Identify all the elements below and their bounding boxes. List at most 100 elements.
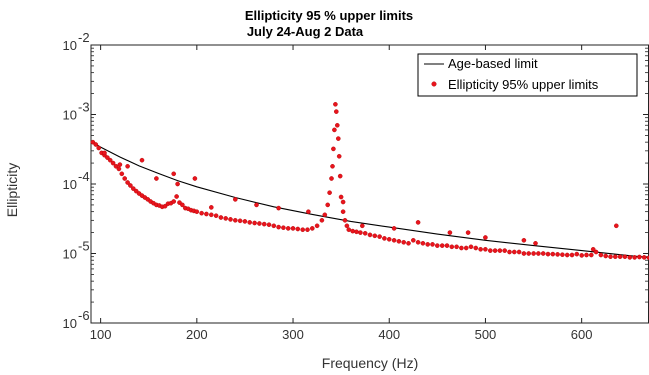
ellipticity-data-point: [459, 245, 464, 251]
ellipticity-data-point: [516, 249, 522, 255]
ellipticity-data-point: [350, 228, 356, 234]
ellipticity-data-point: [334, 123, 340, 128]
ellipticity-data-point: [254, 202, 259, 208]
ellipticity-data-point: [119, 171, 125, 177]
ellipticity-data-point: [330, 163, 335, 169]
ellipticity-data-point: [337, 173, 343, 179]
ellipticity-data-point: [105, 155, 110, 160]
ellipticity-data-point: [329, 176, 334, 181]
ellipticity-data-point: [637, 254, 642, 260]
ellipticity-data-point: [342, 217, 348, 223]
ellipticity-data-point: [314, 223, 320, 229]
y-tick-label-exponent: -4: [78, 169, 90, 184]
ellipticity-data-point: [614, 223, 619, 229]
y-axis-label: Ellipticity: [4, 163, 20, 217]
ellipticity-data-point: [122, 176, 127, 181]
ellipticity-data-point: [346, 227, 352, 232]
ellipticity-data-point: [545, 251, 551, 257]
ellipticity-data-point: [608, 254, 613, 260]
y-tick-label: 10: [63, 38, 77, 53]
y-tick-label-exponent: -5: [78, 239, 90, 254]
ellipticity-data-point: [327, 190, 332, 195]
ellipticity-data-point: [332, 127, 337, 133]
ellipticity-data-point: [117, 162, 123, 167]
ellipticity-data-point: [338, 194, 344, 200]
ellipticity-data-point: [171, 199, 176, 204]
ellipticity-data-point: [228, 217, 233, 222]
age-based-limit-line: [90, 140, 649, 258]
ellipticity-data-point: [454, 244, 459, 250]
ellipticity-data-point: [502, 248, 508, 253]
ellipticity-data-point: [478, 246, 483, 252]
ellipticity-data-point: [487, 248, 493, 253]
ellipticity-data-point: [125, 163, 130, 169]
ellipticity-data-point: [113, 163, 119, 169]
ellipticity-data-point: [354, 229, 359, 235]
ellipticity-data-point: [305, 227, 310, 232]
ellipticity-data-point: [199, 210, 204, 216]
ellipticity-data-point: [174, 194, 179, 199]
ellipticity-data-point: [154, 176, 159, 181]
ellipticity-data-point: [309, 226, 315, 231]
ellipticity-data-point: [208, 212, 214, 218]
ellipticity-data-point: [641, 255, 647, 260]
ellipticity-data-point: [340, 199, 346, 205]
ellipticity-data-point: [242, 219, 248, 224]
ellipticity-data-point: [430, 242, 435, 247]
ellipticity-data-point: [175, 181, 180, 187]
ellipticity-data-point: [646, 255, 649, 260]
ellipticity-data-point: [560, 252, 565, 257]
ellipticity-data-point: [410, 237, 416, 243]
ellipticity-data-point: [271, 223, 277, 229]
ellipticity-data-point: [507, 249, 512, 255]
ellipticity-data-point: [396, 238, 402, 244]
ellipticity-data-point: [617, 254, 623, 260]
ellipticity-data-point: [382, 236, 387, 241]
ellipticity-data-point: [247, 220, 252, 225]
ellipticity-data-point: [483, 246, 488, 252]
ellipticity-data-point: [194, 209, 200, 214]
ellipticity-data-point: [257, 221, 262, 226]
ellipticity-data-point: [584, 252, 589, 258]
ellipticity-data-point: [232, 197, 238, 202]
ellipticity-data-point: [372, 233, 378, 239]
ellipticity-data-point: [540, 251, 546, 256]
ellipticity-data-point: [512, 249, 517, 255]
ellipticity-data-point: [401, 239, 407, 245]
ellipticity-data-point: [492, 248, 498, 253]
ellipticity-data-point: [536, 251, 541, 256]
ellipticity-data-point: [590, 246, 596, 252]
ellipticity-data-point: [391, 237, 397, 243]
ellipticity-data-point: [358, 230, 363, 235]
ellipticity-data-point: [362, 230, 368, 236]
ellipticity-data-point: [192, 176, 198, 181]
ellipticity-data-point: [266, 222, 272, 227]
ellipticity-data-point: [589, 252, 594, 258]
ellipticity-data-point: [359, 223, 365, 229]
y-tick-label-exponent: -3: [78, 100, 90, 115]
x-tick-label: 100: [90, 327, 112, 342]
ellipticity-data-point: [285, 226, 291, 231]
y-tick-label: 10: [63, 316, 77, 331]
ellipticity-data-point: [93, 142, 99, 147]
x-tick-label: 600: [571, 327, 593, 342]
ellipticity-data-point: [449, 244, 455, 250]
ellipticity-data-point: [367, 232, 373, 238]
ellipticity-data-point: [632, 255, 637, 260]
ellipticity-data-point: [564, 252, 570, 258]
ellipticity-data-point: [344, 223, 350, 229]
ellipticity-data-point: [465, 230, 471, 235]
ellipticity-data-point: [333, 109, 339, 114]
ellipticity-data-point: [276, 224, 281, 230]
ellipticity-data-point: [333, 102, 338, 107]
ellipticity-data-point: [483, 235, 488, 240]
ellipticity-data-point: [420, 240, 426, 246]
ellipticity-data-point: [116, 166, 122, 172]
ellipticity-data-point: [223, 216, 228, 221]
ellipticity-data-point: [574, 251, 580, 257]
ellipticity-data-point: [139, 157, 145, 163]
y-tick-label: 10: [63, 247, 77, 262]
ellipticity-data-point: [232, 217, 238, 223]
